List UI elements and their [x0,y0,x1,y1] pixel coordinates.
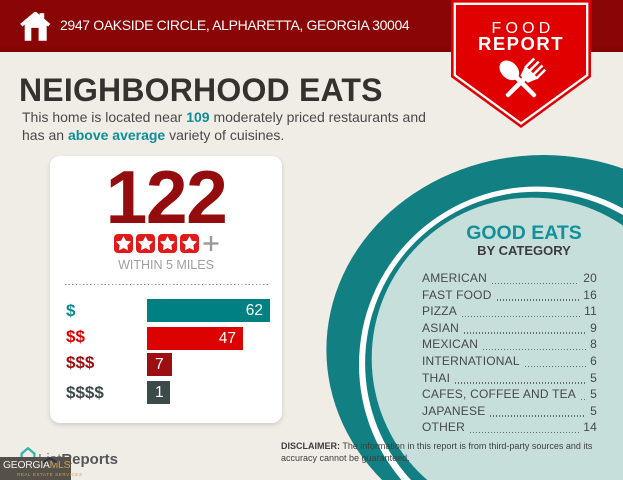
svg-text:FOOD: FOOD [491,20,554,37]
svg-text:REPORT: REPORT [478,33,564,54]
